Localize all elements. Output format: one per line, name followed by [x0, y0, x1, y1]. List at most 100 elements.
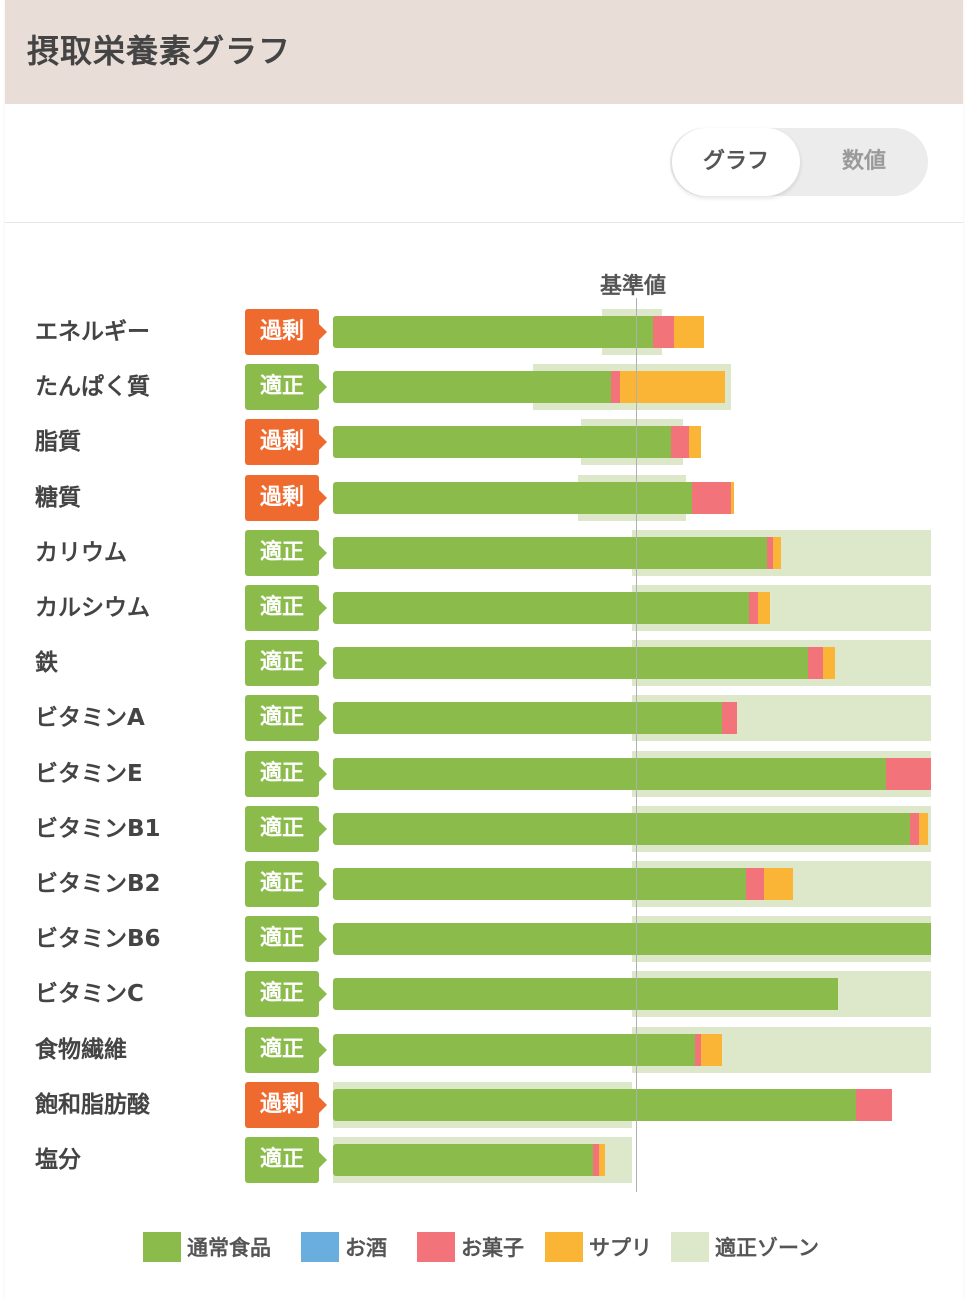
supplement-bar: [700, 1033, 722, 1066]
status-badge: 適正: [245, 971, 327, 1018]
supplement-bar: [757, 592, 770, 624]
normal-food-bar: [333, 592, 749, 624]
supplement-bar: [823, 647, 836, 680]
nutrient-row: ビタミンB6 適正: [5, 916, 963, 963]
supplement-bar: [763, 868, 794, 900]
nutrient-row: カリウム 適正: [5, 529, 963, 576]
legend-swatch: [143, 1232, 181, 1262]
sweets-bar: [593, 1144, 600, 1176]
sweets-bar: [721, 702, 737, 735]
normal-food-bar: [333, 316, 653, 348]
normal-food-bar: [333, 647, 809, 680]
status-badge: 適正: [245, 695, 327, 742]
supplement-bar: [772, 536, 782, 569]
legend-swatch: [671, 1232, 709, 1262]
chart-legend: 通常食品 お酒 お菓子 サプリ 適正ゾーン: [5, 1232, 963, 1264]
status-badge: 適正: [245, 750, 327, 797]
legend-swatch: [417, 1232, 455, 1262]
reference-value-label: 基準値: [599, 274, 666, 299]
nutrient-label: たんぱく質: [35, 374, 150, 401]
sweets-bar: [766, 536, 773, 569]
view-toggle[interactable]: グラフ 数値: [670, 128, 928, 196]
legend-label: お菓子: [461, 1236, 524, 1260]
status-badge: 適正: [245, 1137, 327, 1183]
nutrient-label: エネルギー: [35, 319, 150, 345]
normal-food-bar: [333, 923, 931, 956]
normal-food-bar: [333, 536, 767, 569]
legend-swatch: [545, 1232, 583, 1262]
nutrient-label: ビタミンB2: [35, 871, 161, 897]
sweets-bar: [910, 812, 920, 845]
status-badge: 適正: [245, 585, 327, 631]
nutrient-row: ビタミンC 適正: [5, 971, 963, 1018]
status-badge: 適正: [245, 640, 327, 687]
status-badge: 過剰: [245, 474, 327, 521]
status-badge: 適正: [245, 1026, 327, 1073]
legend-label: 通常食品: [187, 1236, 271, 1260]
nutrient-row: ビタミンA 適正: [5, 695, 963, 742]
nutrient-row: カルシウム 適正: [5, 585, 963, 631]
sweets-bar: [691, 481, 731, 514]
page-title: 摂取栄養素グラフ: [27, 32, 292, 70]
nutrient-label: 塩分: [35, 1147, 81, 1173]
normal-food-bar: [333, 1088, 857, 1121]
status-badge: 適正: [245, 916, 327, 963]
nutrient-graph-card: 摂取栄養素グラフ グラフ 数値 基準値 エネルギー 過剰 たんぱく質 適正 脂質 過剰 糖質…: [5, 0, 963, 1300]
nutrient-row: 塩分 適正: [5, 1137, 963, 1183]
reference-value-line: [636, 298, 637, 1192]
supplement-bar: [688, 426, 701, 459]
nutrient-row: たんぱく質 適正: [5, 364, 963, 411]
supplement-bar: [730, 481, 734, 514]
normal-food-bar: [333, 757, 887, 790]
supplement-bar: [599, 1144, 606, 1176]
nutrient-row: 食物繊維 適正: [5, 1026, 963, 1073]
nutrient-label: ビタミンB1: [35, 815, 161, 842]
nutrient-label: 脂質: [35, 429, 81, 456]
nutrient-row: 脂質 過剰: [5, 419, 963, 466]
status-badge: 適正: [245, 861, 327, 907]
legend-swatch: [301, 1232, 339, 1262]
nutrient-row: ビタミンB2 適正: [5, 861, 963, 907]
nutrient-row: 鉄 適正: [5, 640, 963, 687]
card-header: 摂取栄養素グラフ: [5, 0, 963, 104]
nutrient-label: 食物繊維: [35, 1036, 127, 1063]
normal-food-bar: [333, 702, 722, 735]
sweets-bar: [611, 371, 621, 404]
numeric-view-button[interactable]: 数値: [841, 149, 886, 174]
nutrient-row: 飽和脂肪酸 過剰: [5, 1081, 963, 1128]
status-badge: 適正: [245, 805, 327, 852]
nutrient-label: ビタミンE: [35, 760, 143, 787]
normal-food-bar: [333, 978, 839, 1011]
normal-food-bar: [333, 1033, 695, 1066]
sweets-bar: [748, 592, 758, 624]
status-badge: 適正: [245, 364, 327, 411]
nutrient-label: カリウム: [35, 539, 127, 566]
nutrient-label: ビタミンC: [35, 981, 144, 1008]
nutrient-row: ビタミンE 適正: [5, 750, 963, 797]
sweets-bar: [745, 868, 764, 900]
status-badge: 適正: [245, 529, 327, 576]
normal-food-bar: [333, 1144, 594, 1176]
supplement-bar: [673, 316, 704, 348]
normal-food-bar: [333, 426, 671, 459]
sweets-bar: [886, 757, 931, 790]
legend-label: サプリ: [589, 1236, 652, 1260]
nutrient-label: 鉄: [35, 650, 58, 677]
sweets-bar: [856, 1088, 893, 1121]
nutrient-row: ビタミンB1 適正: [5, 805, 963, 852]
normal-food-bar: [333, 481, 692, 514]
nutrient-label: 糖質: [35, 484, 81, 511]
legend-label: 適正ゾーン: [715, 1236, 819, 1260]
legend-label: お酒: [345, 1236, 387, 1260]
normal-food-bar: [333, 868, 746, 900]
nutrient-row: エネルギー 過剰: [5, 309, 963, 355]
nutrient-label: ビタミンA: [35, 705, 145, 732]
sweets-bar: [652, 316, 674, 348]
status-badge: 過剰: [245, 419, 327, 466]
nutrient-label: カルシウム: [35, 595, 150, 621]
normal-food-bar: [333, 371, 612, 404]
nutrient-row: 糖質 過剰: [5, 474, 963, 521]
normal-food-bar: [333, 812, 911, 845]
graph-view-button[interactable]: グラフ: [672, 128, 800, 196]
sweets-bar: [670, 426, 689, 459]
